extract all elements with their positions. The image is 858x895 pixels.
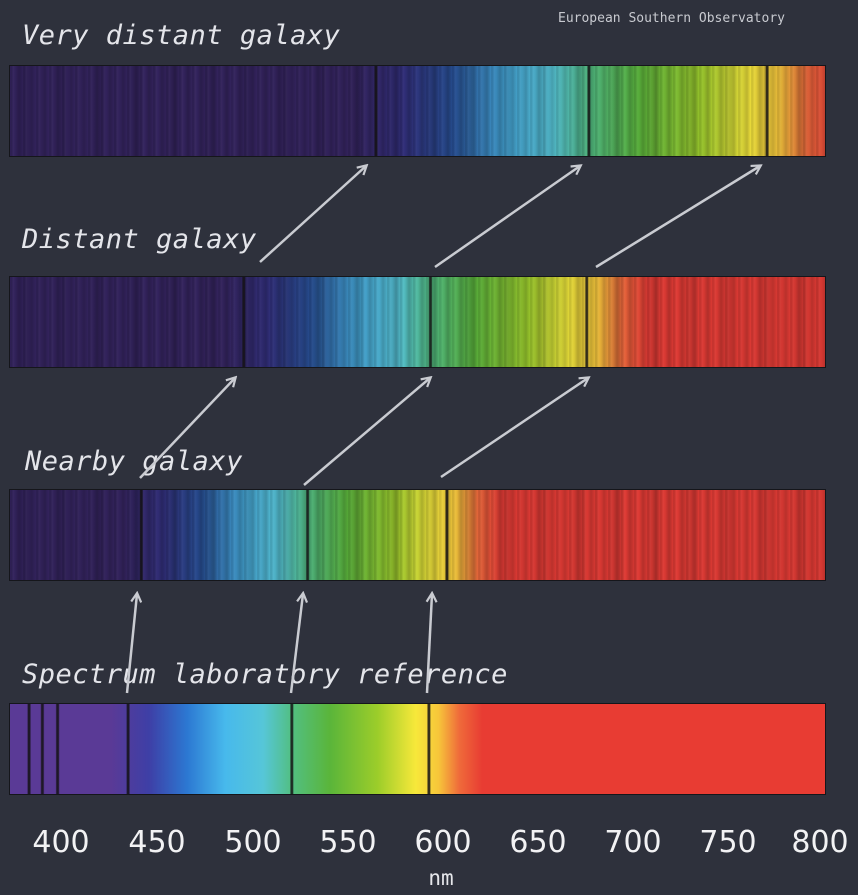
tick-label: 650 — [509, 825, 567, 860]
tick-label: 800 — [791, 825, 849, 860]
spectrum-laboratory-reference — [9, 703, 826, 795]
spectrum-nearby-galaxy — [9, 489, 826, 581]
tick-label: 500 — [224, 825, 282, 860]
spectrum-very-distant-galaxy — [9, 65, 826, 157]
tick-label: 450 — [128, 825, 186, 860]
tick-label: 400 — [32, 825, 90, 860]
tick-label: 700 — [604, 825, 662, 860]
tick-label: 550 — [319, 825, 377, 860]
label-laboratory-reference: Spectrum laboratory reference — [22, 659, 508, 690]
arrow-distant-to-very-distant-3 — [595, 166, 760, 269]
arrow-distant-to-very-distant-2 — [434, 166, 580, 269]
label-very-distant-galaxy: Very distant galaxy — [22, 20, 341, 51]
arrow-nearby-to-distant-3 — [440, 378, 588, 479]
tick-label: 600 — [414, 825, 472, 860]
arrow-nearby-to-distant-2 — [303, 378, 430, 486]
credit-text: European Southern Observatory — [558, 11, 785, 26]
axis-unit-label: nm — [428, 866, 454, 890]
label-nearby-galaxy: Nearby galaxy — [25, 446, 243, 477]
tick-label: 750 — [699, 825, 757, 860]
label-distant-galaxy: Distant galaxy — [22, 224, 257, 255]
arrow-distant-to-very-distant-1 — [259, 166, 366, 263]
spectrum-distant-galaxy — [9, 276, 826, 368]
